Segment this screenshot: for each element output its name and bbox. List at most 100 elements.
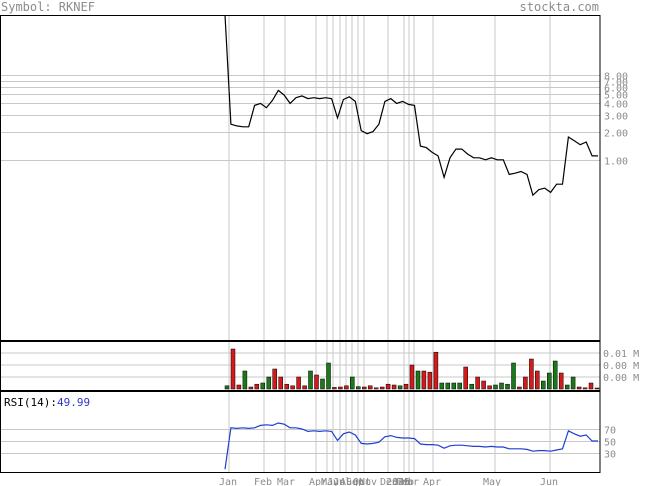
panel-frame xyxy=(0,341,601,391)
price-tick-label: 4.00 xyxy=(604,100,628,111)
volume-bar xyxy=(236,384,242,390)
volume-bar xyxy=(302,385,307,390)
volume-bar xyxy=(344,385,349,390)
volume-bar xyxy=(338,386,343,390)
volume-bar xyxy=(266,376,272,390)
volume-tick-label: 0.00 M xyxy=(603,361,639,372)
volume-tick-label: 0.00 M xyxy=(603,373,639,384)
panel-frames xyxy=(0,15,601,473)
rsi-current-value: 49.99 xyxy=(57,396,90,409)
volume-bar xyxy=(499,382,504,390)
price-tick-label: 6.00 xyxy=(604,84,628,95)
volume-bar xyxy=(421,370,427,390)
price-panel xyxy=(224,14,598,197)
volume-bar xyxy=(367,385,373,390)
volume-bar xyxy=(451,382,457,390)
volume-bar xyxy=(272,368,277,390)
volume-bar xyxy=(397,385,403,390)
volume-bar xyxy=(523,376,528,390)
x-tick-label: Mar xyxy=(401,477,419,486)
x-tick-label: Jan xyxy=(392,477,410,486)
volume-bar xyxy=(391,384,397,390)
volume-bar xyxy=(481,380,486,390)
volume-bar xyxy=(290,385,295,390)
rsi-tick-label: 50 xyxy=(604,438,616,449)
volume-bar xyxy=(356,386,361,390)
volume-bar xyxy=(427,371,433,390)
volume-bar xyxy=(576,386,582,390)
volume-bar xyxy=(558,372,564,390)
volume-bar xyxy=(296,376,301,390)
price-tick-label: 3.00 xyxy=(604,112,628,123)
volume-bar xyxy=(457,382,462,390)
x-tick-label: Oct xyxy=(353,477,371,486)
volume-bar xyxy=(373,387,379,390)
rsi-tick-label: 30 xyxy=(604,450,616,461)
x-tick-label: Jun xyxy=(327,477,345,486)
x-tick-label: May xyxy=(483,477,501,486)
price-axis-ticks: 8.007.006.005.004.003.00 2.00 1.00 xyxy=(604,72,628,168)
volume-bar xyxy=(314,374,319,390)
volume-bar xyxy=(570,376,576,390)
volume-bar xyxy=(505,383,510,390)
x-tick-label: Aug xyxy=(340,477,358,486)
volume-bar xyxy=(350,376,355,390)
volume-bar xyxy=(493,384,498,390)
x-tick-label: Apr xyxy=(309,477,327,486)
volume-bar xyxy=(547,372,552,390)
volume-bar xyxy=(564,384,570,390)
x-tick-label: May xyxy=(321,477,339,486)
volume-bar xyxy=(469,383,474,390)
volume-bar xyxy=(278,376,283,390)
rsi-panel xyxy=(224,422,598,470)
volume-bar xyxy=(254,383,260,390)
volume-bar xyxy=(439,382,445,390)
volume-bar xyxy=(362,386,367,390)
volume-bar xyxy=(224,385,230,390)
volume-bar xyxy=(326,362,331,390)
volume-bar xyxy=(284,383,289,390)
x-tick-label: Nov xyxy=(359,477,377,486)
volume-bar xyxy=(511,362,516,390)
volume-bar xyxy=(529,358,534,390)
volume-bar xyxy=(582,387,588,390)
x-tick-label: Dec xyxy=(380,477,398,486)
price-tick-label: 5.00 xyxy=(604,91,628,102)
volume-tick-label: 0.01 M xyxy=(603,349,639,360)
x-tick-label: Apr xyxy=(423,477,441,486)
rsi-label-text: RSI(14): xyxy=(4,396,57,409)
x-tick-label: Jun xyxy=(540,477,558,486)
site-label[interactable]: stockta.com xyxy=(520,0,599,14)
price-tick-label: 2.00 xyxy=(604,129,628,140)
volume-bar xyxy=(588,382,594,390)
x-tick-label: Mar xyxy=(277,477,295,486)
rsi-line xyxy=(224,422,598,470)
symbol-label: Symbol: RKNEF xyxy=(1,0,95,14)
volume-bar xyxy=(332,387,337,390)
volume-bar xyxy=(594,387,600,390)
volume-bar xyxy=(415,370,421,390)
volume-panel xyxy=(224,348,600,390)
volume-bar xyxy=(308,370,313,390)
volume-bar xyxy=(487,385,492,390)
price-tick-label: 8.00 xyxy=(604,72,628,83)
price-tick-label: 7.00 xyxy=(604,78,628,89)
volume-bar xyxy=(475,376,480,390)
volume-bar xyxy=(445,382,451,390)
x-tick-label: Jul xyxy=(333,477,351,486)
volume-bar xyxy=(385,383,391,390)
price-tick-label: 1.00 xyxy=(604,157,628,168)
grid-layer xyxy=(0,15,600,472)
x-tick-label: Jan xyxy=(219,477,237,486)
panel-frame xyxy=(0,391,601,473)
volume-axis-ticks: 0.01 M0.00 M0.00 M xyxy=(603,349,639,384)
volume-bar xyxy=(433,351,439,390)
rsi-tick-label: 70 xyxy=(604,426,616,437)
x-tick-label: 2025 xyxy=(386,477,410,486)
volume-bar xyxy=(535,370,540,390)
x-tick-label: Feb xyxy=(254,477,272,486)
price-line xyxy=(224,14,598,197)
rsi-label: RSI(14):49.99 xyxy=(4,396,90,409)
